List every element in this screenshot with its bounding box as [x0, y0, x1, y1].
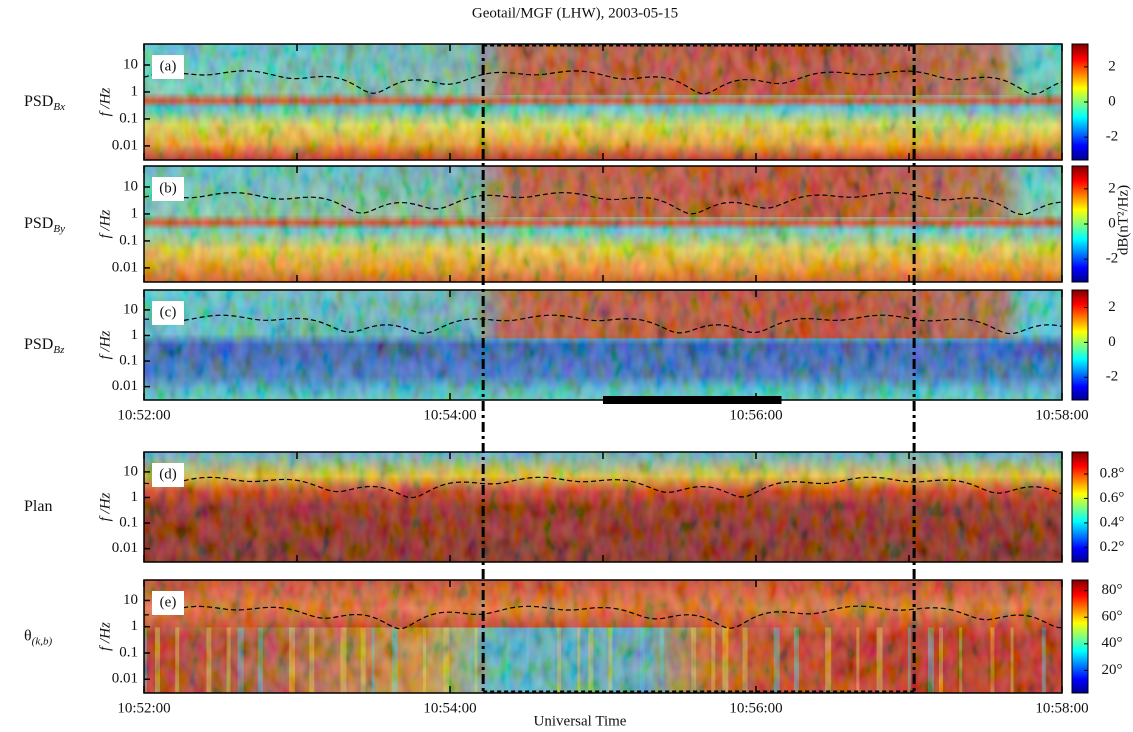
y-tick-label: 1: [131, 618, 139, 634]
x-tick-label: 10:52:00: [117, 700, 170, 716]
y-axis-label: f /Hz: [97, 622, 113, 651]
row-label: θ(k,b): [24, 627, 52, 647]
row-label-main: PSD: [24, 93, 53, 110]
row-label: Plan: [24, 498, 52, 515]
colorbar-tick-label: 0: [1108, 334, 1116, 350]
colorbar-tick-label: 20°: [1102, 662, 1123, 678]
colorbar: [1072, 580, 1088, 693]
y-tick-label: 1: [131, 489, 139, 505]
y-tick-label: 1: [131, 83, 139, 99]
y-axis-label: f /Hz: [97, 87, 113, 116]
colorbar-tick-label: 2: [1108, 299, 1116, 315]
row-label: PSDBy: [24, 215, 65, 235]
colorbar-tick-label: 0: [1108, 93, 1116, 109]
x-tick-label: 10:54:00: [423, 700, 476, 716]
y-tick-label: 1: [131, 327, 139, 343]
colorbar-tick-label: 2: [1108, 180, 1116, 196]
panel-label: (b): [159, 180, 177, 196]
colorbar-tick-label: 40°: [1102, 635, 1123, 651]
y-tick-label: 10: [123, 463, 138, 479]
x-tick-label: 10:58:00: [1035, 700, 1088, 716]
y-tick-label: 0.01: [112, 259, 138, 275]
y-tick-label: 0.1: [119, 232, 138, 248]
y-axis-label: f /Hz: [97, 330, 113, 359]
colorbar-tick-label: 0.8°: [1100, 465, 1125, 481]
y-tick-label: 10: [123, 56, 138, 72]
y-tick-label: 0.1: [119, 352, 138, 368]
y-tick-label: 0.01: [112, 378, 138, 394]
heatmap-texture: [144, 290, 1062, 400]
y-tick-label: 0.1: [119, 644, 138, 660]
row-label-main: Plan: [24, 498, 52, 515]
colorbar: [1072, 290, 1088, 400]
colorbar: [1072, 452, 1088, 562]
colorbar-tick-label: -2: [1106, 129, 1119, 145]
colorbar-tick-label: 80°: [1102, 582, 1123, 598]
colorbar-tick-label: -2: [1106, 369, 1119, 385]
row-label-main: θ: [24, 627, 32, 644]
y-tick-label: 10: [123, 178, 138, 194]
colorbar-tick-label: 2: [1108, 58, 1116, 74]
y-tick-label: 10: [123, 301, 138, 317]
panel-label: (c): [160, 304, 177, 320]
row-label-main: PSD: [24, 215, 53, 232]
colorbar-label: dB(nT²/Hz): [1115, 185, 1131, 255]
y-tick-label: 0.1: [119, 514, 138, 530]
heatmap-texture: [144, 580, 1062, 693]
y-axis-label: f /Hz: [97, 209, 113, 238]
colorbar-tick-label: 0.4°: [1100, 514, 1125, 530]
y-tick-label: 0.01: [112, 671, 138, 687]
x-tick-label: 10:52:00: [117, 407, 170, 423]
y-tick-label: 10: [123, 592, 138, 608]
x-axis-label: Universal Time: [534, 713, 627, 729]
y-tick-label: 0.01: [112, 540, 138, 556]
colorbar-tick-label: 0: [1108, 215, 1116, 231]
panel-label: (e): [160, 594, 177, 610]
panel-label: (d): [159, 466, 177, 482]
panel-label: (a): [160, 58, 177, 74]
heatmap-texture: [144, 452, 1062, 562]
colorbar-tick-label: 0.6°: [1100, 490, 1125, 506]
heatmap-texture: [144, 166, 1062, 282]
row-label-main: PSD: [24, 336, 53, 353]
y-axis-label: f /Hz: [97, 492, 113, 521]
colorbar-tick-label: -2: [1106, 251, 1119, 267]
x-tick-label: 10:56:00: [729, 700, 782, 716]
row-label-sub: (k,b): [32, 635, 53, 647]
figure: Geotail/MGF (LHW), 2003-05-15 Universal …: [0, 0, 1133, 732]
row-label: PSDBx: [24, 93, 65, 113]
x-tick-label: 10:58:00: [1035, 407, 1088, 423]
y-tick-label: 1: [131, 205, 139, 221]
heatmap-texture: [144, 44, 1062, 160]
row-label: PSDBz: [24, 336, 65, 356]
y-tick-label: 0.1: [119, 110, 138, 126]
row-label-sub: Bz: [53, 344, 65, 356]
row-label-sub: Bx: [53, 101, 65, 113]
colorbar-tick-label: 0.2°: [1100, 539, 1125, 555]
row-label-sub: By: [53, 223, 65, 235]
colorbar-tick-label: 60°: [1102, 609, 1123, 625]
x-tick-label: 10:54:00: [423, 407, 476, 423]
interval-bar: [603, 396, 782, 404]
x-tick-label: 10:56:00: [729, 407, 782, 423]
y-tick-label: 0.01: [112, 137, 138, 153]
figure-title: Geotail/MGF (LHW), 2003-05-15: [472, 5, 678, 21]
